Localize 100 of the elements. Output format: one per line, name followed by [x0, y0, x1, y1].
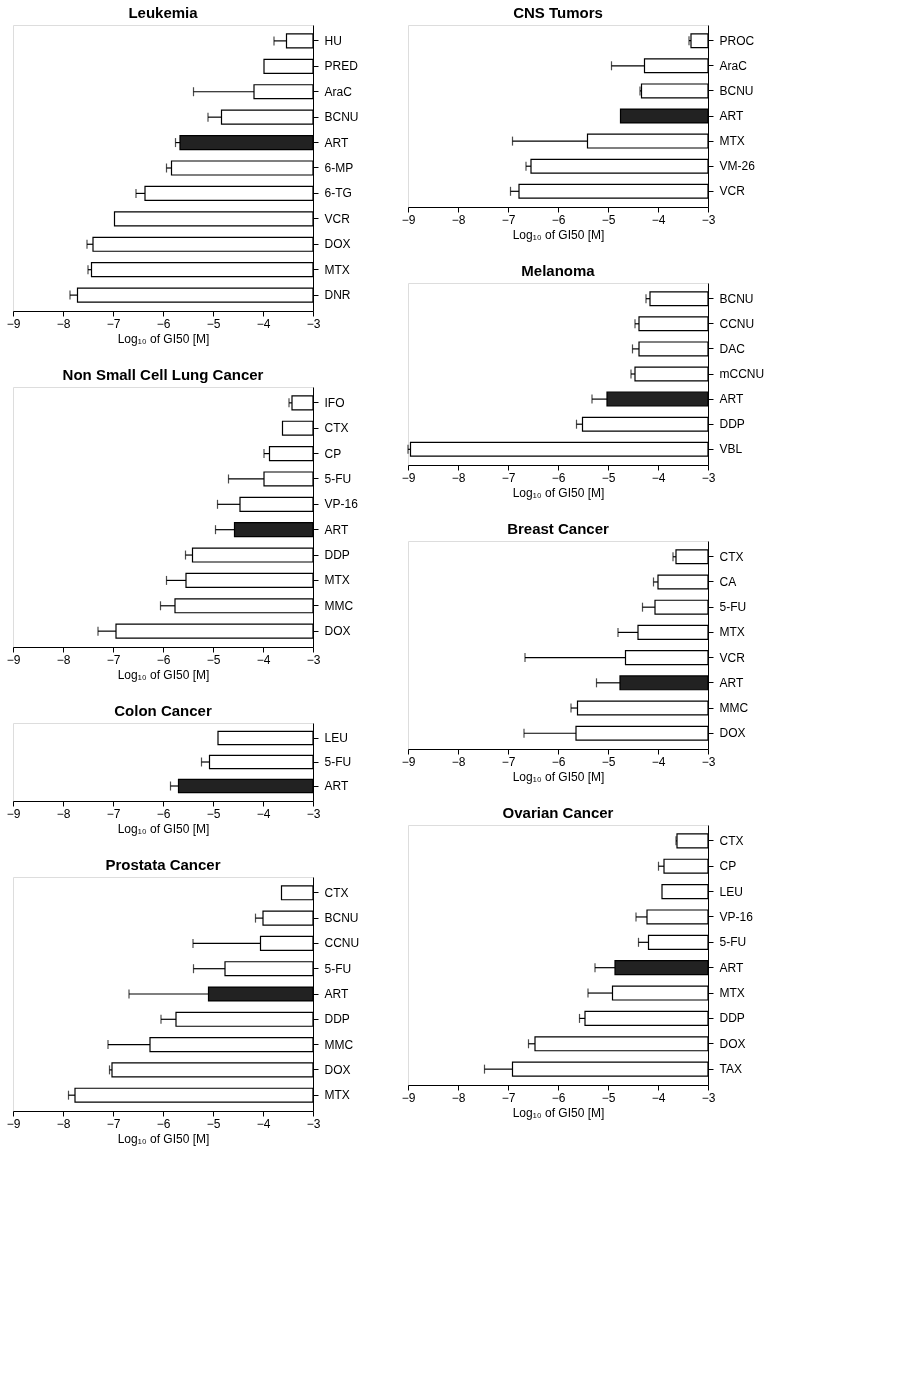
y-tick-label: IFO	[324, 395, 345, 410]
y-tick-label: CA	[719, 574, 737, 589]
y-tick-label: BCNU	[719, 83, 754, 98]
x-tick-label: −4	[651, 212, 666, 227]
y-tick-label: VCR	[324, 211, 351, 226]
y-tick-label: VP-16	[324, 497, 359, 512]
y-tick-label: DNR	[324, 288, 351, 303]
y-tick-label: 5-FU	[719, 935, 747, 950]
y-tick-label: DOX	[719, 726, 746, 741]
x-axis-title: Log₁₀ of GI50 [M]	[117, 331, 210, 346]
x-tick-label: −3	[306, 652, 321, 667]
y-tick-label: BCNU	[719, 291, 754, 306]
chart-title: Colon Cancer	[114, 702, 212, 719]
y-tick-label: MMC	[719, 701, 749, 716]
x-tick-label: −9	[401, 212, 416, 227]
x-tick-label: −4	[651, 1090, 666, 1105]
x-tick-label: −4	[256, 316, 271, 331]
y-tick-label: VCR	[719, 650, 746, 665]
x-tick-label: −5	[206, 806, 221, 821]
x-tick-label: −6	[156, 652, 171, 667]
x-tick-label: −5	[206, 316, 221, 331]
y-tick-label: BCNU	[324, 911, 359, 926]
y-tick-label: HU	[324, 33, 342, 48]
x-tick-label: −8	[451, 1090, 466, 1105]
y-tick-label: VCR	[719, 184, 746, 199]
y-tick-label: BCNU	[324, 110, 359, 125]
x-tick-label: −5	[601, 212, 616, 227]
x-tick-label: −3	[701, 1090, 716, 1105]
x-tick-label: −9	[6, 652, 21, 667]
x-tick-label: −9	[401, 470, 416, 485]
x-tick-label: −7	[501, 212, 516, 227]
x-tick-label: −5	[601, 470, 616, 485]
x-tick-label: −6	[551, 754, 566, 769]
chart-title: Breast Cancer	[507, 520, 610, 537]
x-tick-label: −3	[701, 754, 716, 769]
y-tick-label: ART	[719, 392, 744, 407]
x-tick-label: −7	[106, 316, 121, 331]
x-axis-title: Log₁₀ of GI50 [M]	[512, 227, 605, 242]
y-tick-label: 6-TG	[324, 186, 352, 201]
x-tick-label: −8	[451, 754, 466, 769]
x-axis-title: Log₁₀ of GI50 [M]	[117, 821, 210, 836]
x-tick-label: −6	[551, 470, 566, 485]
chart-title: Melanoma	[521, 262, 596, 279]
chart-title: Non Small Cell Lung Cancer	[62, 366, 264, 383]
x-tick-label: −4	[256, 652, 271, 667]
x-axis-title: Log₁₀ of GI50 [M]	[512, 485, 605, 500]
y-tick-label: MTX	[719, 134, 745, 149]
y-tick-label: ART	[324, 522, 349, 537]
x-tick-label: −6	[551, 212, 566, 227]
y-tick-label: ART	[324, 987, 349, 1001]
y-tick-label: DOX	[324, 1062, 351, 1077]
x-tick-label: −7	[501, 470, 516, 485]
x-tick-label: −4	[651, 754, 666, 769]
y-tick-label: MMC	[324, 598, 354, 613]
x-tick-label: −6	[156, 316, 171, 331]
y-tick-label: mCCNU	[719, 367, 765, 381]
y-tick-label: PROC	[719, 33, 755, 48]
x-tick-label: −7	[501, 1090, 516, 1105]
x-tick-label: −6	[156, 1116, 171, 1131]
y-tick-label: ART	[324, 135, 349, 150]
x-tick-label: −5	[206, 1116, 221, 1131]
x-tick-label: −5	[601, 754, 616, 769]
y-tick-label: CCNU	[324, 936, 360, 951]
y-tick-label: DDP	[324, 1012, 350, 1027]
y-tick-label: DDP	[719, 1011, 745, 1026]
y-tick-label: DOX	[324, 237, 351, 252]
x-tick-label: −9	[401, 754, 416, 769]
x-tick-label: −8	[451, 470, 466, 485]
y-tick-label: CTX	[719, 833, 744, 848]
y-tick-label: MTX	[324, 1088, 350, 1103]
x-tick-label: −3	[306, 316, 321, 331]
x-tick-label: −9	[6, 806, 21, 821]
y-tick-label: AraC	[719, 58, 748, 73]
y-tick-label: DDP	[719, 417, 745, 432]
y-tick-label: CTX	[324, 885, 349, 900]
y-tick-label: 6-MP	[324, 161, 354, 175]
x-axis-title: Log₁₀ of GI50 [M]	[117, 667, 210, 682]
y-tick-label: CCNU	[719, 316, 755, 331]
y-tick-label: MTX	[324, 262, 350, 277]
y-tick-label: MMC	[324, 1037, 354, 1052]
y-tick-label: CP	[324, 446, 342, 461]
x-tick-label: −6	[156, 806, 171, 821]
y-tick-label: 5-FU	[324, 961, 352, 976]
chart-title: Ovarian Cancer	[502, 804, 614, 821]
x-tick-label: −9	[6, 1116, 21, 1131]
y-tick-label: MTX	[324, 573, 350, 588]
x-tick-label: −7	[106, 806, 121, 821]
x-tick-label: −9	[401, 1090, 416, 1105]
y-tick-label: VP-16	[719, 909, 754, 924]
x-tick-label: −8	[56, 806, 71, 821]
y-tick-label: DAC	[719, 341, 746, 356]
y-tick-label: DDP	[324, 548, 350, 563]
y-tick-label: 5-FU	[324, 471, 352, 486]
x-axis-title: Log₁₀ of GI50 [M]	[117, 1131, 210, 1146]
x-tick-label: −4	[651, 470, 666, 485]
y-tick-label: ART	[719, 675, 744, 690]
y-tick-label: ART	[719, 109, 744, 123]
x-tick-label: −7	[106, 1116, 121, 1131]
x-tick-label: −7	[501, 754, 516, 769]
x-tick-label: −8	[56, 652, 71, 667]
